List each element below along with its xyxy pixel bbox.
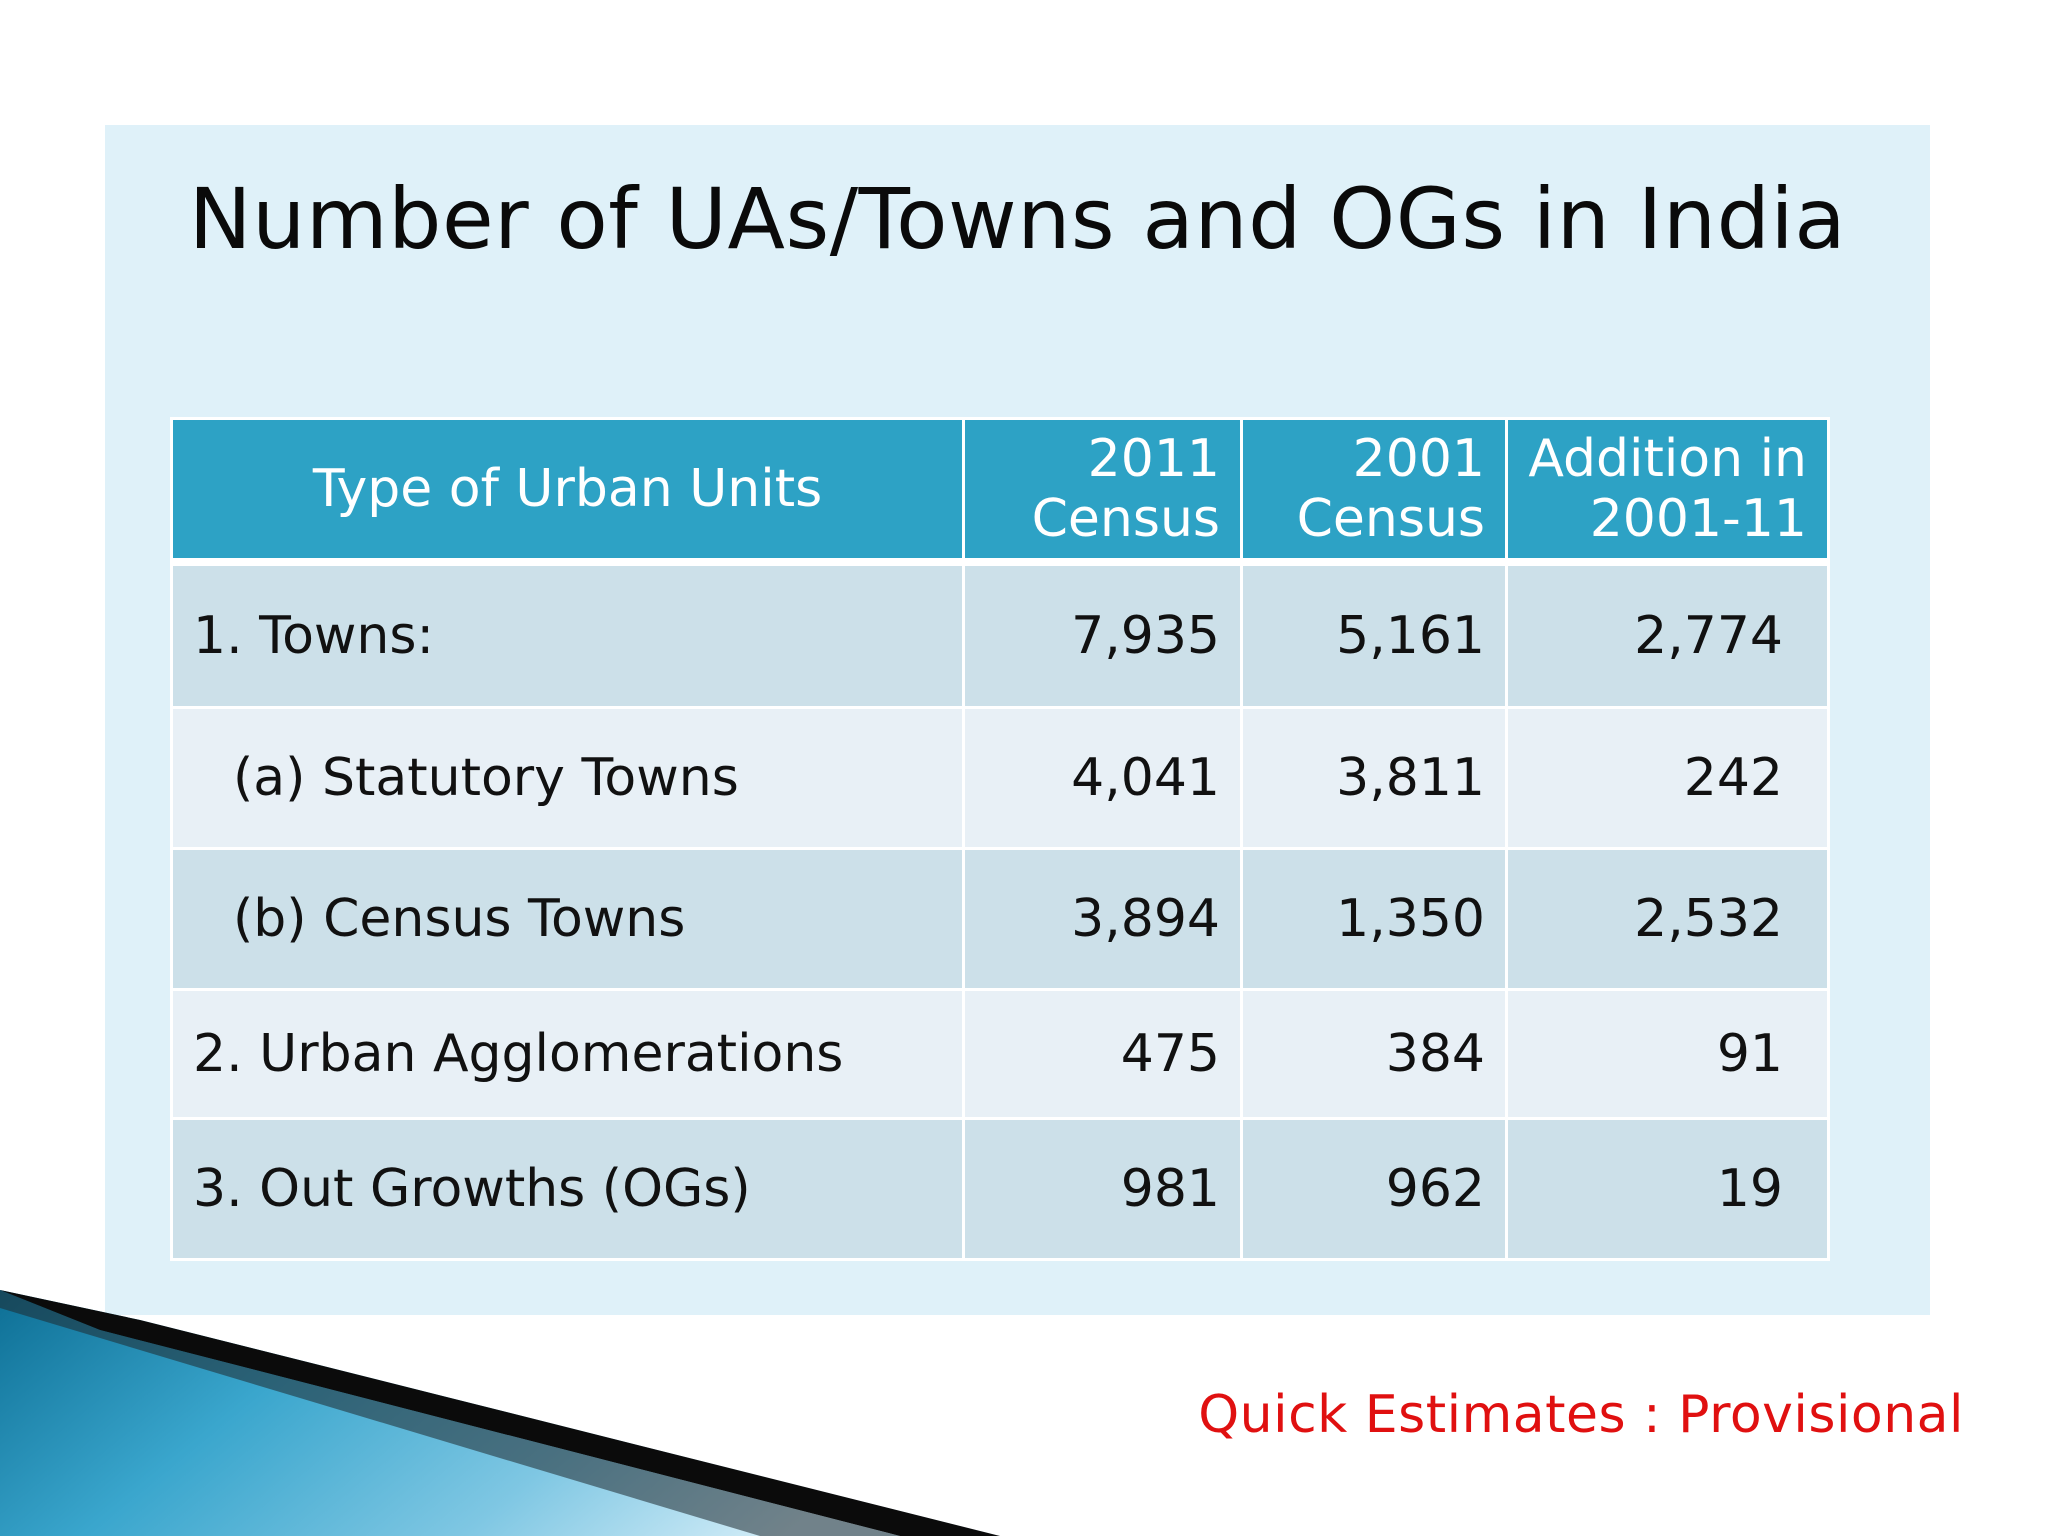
row-label: (b) Census Towns <box>170 847 965 991</box>
header-type-label: Type of Urban Units <box>312 459 823 519</box>
header-2001-line1: 2001 <box>1352 429 1485 489</box>
header-2011-census: 2011 Census <box>962 417 1243 566</box>
cell-2011: 3,894 <box>962 847 1243 991</box>
cell-2011: 4,041 <box>962 706 1243 850</box>
cell-2001: 3,811 <box>1240 706 1508 850</box>
header-addition-line2: 2001-11 <box>1589 489 1807 549</box>
header-addition: Addition in 2001-11 <box>1505 417 1830 566</box>
header-addition-line1: Addition in <box>1528 429 1807 489</box>
cell-addition: 2,774 <box>1505 560 1830 709</box>
cell-2011: 7,935 <box>962 560 1243 709</box>
cell-addition: 2,532 <box>1505 847 1830 991</box>
row-label: 1. Towns: <box>170 560 965 709</box>
urban-units-table: Type of Urban Units 2011 Census 2001 Cen… <box>170 417 1830 1261</box>
cell-addition: 242 <box>1505 706 1830 850</box>
table-row: 3. Out Growths (OGs) 981 962 19 <box>170 1117 1830 1261</box>
header-2001-line2: Census <box>1296 489 1485 549</box>
table-row: (b) Census Towns 3,894 1,350 2,532 <box>170 847 1830 991</box>
decorative-swoosh <box>0 1290 1000 1536</box>
table-row: 2. Urban Agglomerations 475 384 91 <box>170 988 1830 1120</box>
header-type-of-urban-units: Type of Urban Units <box>170 417 965 566</box>
cell-2001: 1,350 <box>1240 847 1508 991</box>
header-2011-line1: 2011 <box>1087 429 1220 489</box>
table-header-row: Type of Urban Units 2011 Census 2001 Cen… <box>170 417 1830 566</box>
quick-estimates-note: Quick Estimates : Provisional <box>1198 1385 1964 1445</box>
cell-2001: 962 <box>1240 1117 1508 1261</box>
slide-title: Number of UAs/Towns and OGs in India <box>188 170 1847 268</box>
cell-2001: 5,161 <box>1240 560 1508 709</box>
row-label: (a) Statutory Towns <box>170 706 965 850</box>
row-label: 2. Urban Agglomerations <box>170 988 965 1120</box>
cell-2011: 981 <box>962 1117 1243 1261</box>
table-row: (a) Statutory Towns 4,041 3,811 242 <box>170 706 1830 850</box>
cell-2011: 475 <box>962 988 1243 1120</box>
cell-addition: 19 <box>1505 1117 1830 1261</box>
header-2011-line2: Census <box>1031 489 1220 549</box>
table-row: 1. Towns: 7,935 5,161 2,774 <box>170 560 1830 709</box>
cell-2001: 384 <box>1240 988 1508 1120</box>
row-label: 3. Out Growths (OGs) <box>170 1117 965 1261</box>
header-2001-census: 2001 Census <box>1240 417 1508 566</box>
cell-addition: 91 <box>1505 988 1830 1120</box>
